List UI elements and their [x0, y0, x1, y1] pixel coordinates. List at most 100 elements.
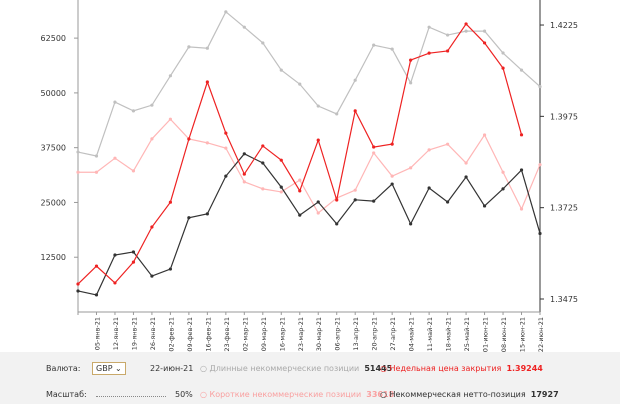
series-point	[187, 216, 191, 220]
series-point	[353, 78, 357, 82]
series-point	[482, 133, 487, 137]
y-tick-label: 25000	[41, 198, 66, 207]
y2-tick-label: 1.3475	[550, 295, 578, 304]
series-point	[427, 51, 431, 55]
series-point	[224, 174, 228, 178]
series-point	[131, 109, 136, 113]
series-point	[224, 10, 228, 14]
legend-price-value: 1.39244	[506, 364, 543, 373]
series-point	[205, 46, 209, 50]
series-point	[501, 187, 505, 191]
series-point	[316, 104, 320, 108]
series-point	[409, 166, 413, 170]
series-point	[501, 170, 505, 174]
legend-price[interactable]: ○ Недельная цена закрытия 1.39244	[380, 364, 543, 373]
series-point	[261, 144, 265, 148]
series-point	[94, 154, 99, 158]
x-tick-label: 13-апр-21	[352, 317, 360, 351]
series-point	[298, 213, 302, 217]
series-point	[446, 142, 450, 146]
series-point	[464, 22, 468, 26]
x-tick-label: 01-июн-21	[482, 317, 490, 352]
x-tick-label: 26-янв-21	[149, 317, 157, 350]
series-point	[94, 293, 99, 297]
series-point	[353, 109, 357, 113]
series-point	[113, 253, 117, 257]
legend-net[interactable]: ○ Некоммерческая нетто-позиция 17927	[380, 390, 559, 399]
x-tick-label: 15-июн-21	[519, 317, 527, 352]
series-point	[187, 45, 191, 49]
scale-slider[interactable]	[96, 390, 166, 397]
series-point	[298, 189, 302, 193]
series-point	[76, 150, 80, 154]
x-tick-label: 23-мар-21	[297, 317, 305, 351]
x-tick-label: 02-мар-21	[241, 317, 249, 351]
series-point	[409, 81, 413, 85]
series-point	[224, 146, 228, 150]
series-point	[279, 190, 283, 194]
x-tick-label: 27-апр-21	[389, 317, 397, 351]
series-point	[150, 274, 154, 278]
series-point	[168, 267, 172, 271]
x-tick-label: 09-мар-21	[260, 317, 268, 351]
series-point	[242, 152, 246, 156]
scale-label: Масштаб:	[46, 390, 87, 399]
legend-long-value: 51445	[364, 364, 393, 373]
series-point	[427, 25, 431, 29]
series-point	[482, 204, 487, 208]
series-point	[519, 207, 524, 211]
x-tick-label: 23-фев-21	[223, 317, 231, 352]
series-line	[78, 118, 541, 214]
legend-short[interactable]: ○ Короткие некоммерческие позиции 33618	[200, 390, 395, 399]
x-tick-label: 16-мар-21	[278, 317, 286, 351]
series-point	[482, 29, 487, 33]
series-point	[150, 225, 154, 229]
series-point	[446, 33, 450, 37]
x-tick-label: 06-апр-21	[334, 317, 342, 351]
series-point	[519, 68, 524, 72]
series-point	[131, 169, 136, 173]
series-point	[205, 80, 209, 84]
legend-long[interactable]: ○ Длинные некоммерческие позиции 51445	[200, 364, 393, 373]
series-point	[446, 200, 450, 204]
series-point	[224, 131, 228, 135]
series-point	[538, 231, 542, 236]
series-point	[538, 84, 542, 89]
series-point	[113, 281, 117, 285]
series-point	[261, 161, 265, 165]
x-tick-label: 18-май-21	[445, 317, 453, 351]
series-point	[464, 29, 468, 33]
series-point	[519, 168, 524, 172]
series-point	[501, 66, 505, 70]
currency-value: GBP	[96, 364, 113, 373]
series-point	[446, 49, 450, 53]
series-point	[113, 100, 117, 104]
series-point	[372, 43, 376, 47]
x-tick-label: 02-фев-21	[167, 317, 175, 352]
currency-select[interactable]: GBP ⌄	[92, 362, 126, 375]
series-point	[501, 51, 505, 55]
y2-tick-label: 1.3975	[550, 112, 578, 121]
series-point	[335, 112, 339, 116]
series-point	[372, 151, 376, 155]
series-point	[409, 222, 413, 226]
date: 22-июн-21	[150, 364, 194, 373]
series-point	[242, 172, 246, 176]
x-tick-label: 08-июн-21	[500, 317, 508, 352]
chart: 12500 25000 37500 50000 62500 1.3475 1.3725 1.3…	[41, 0, 578, 352]
series-point	[482, 41, 487, 45]
y-tick-label: 62500	[41, 34, 66, 43]
series-point	[168, 74, 172, 78]
series-point	[94, 170, 99, 174]
x-tick-label: 05-янв-21	[93, 317, 101, 350]
series-point	[242, 25, 246, 29]
y-tick-label: 50000	[41, 89, 66, 98]
series-point	[372, 199, 376, 203]
series-point	[261, 187, 265, 191]
x-tick-label: 04-май-21	[408, 317, 416, 351]
series-point	[279, 68, 283, 72]
y2-tick-label: 1.4225	[550, 21, 578, 30]
series-point	[427, 148, 431, 152]
legend-long-name: Длинные некоммерческие позиции	[209, 364, 360, 373]
